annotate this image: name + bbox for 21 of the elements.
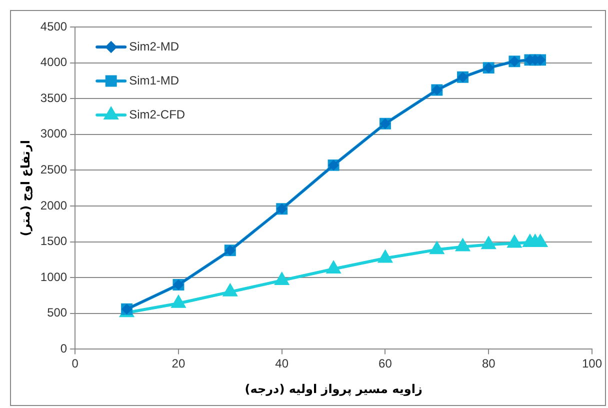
- y-tick-label: 3500: [40, 90, 68, 105]
- y-tick-label: 4500: [40, 19, 68, 34]
- x-tick-label: 0: [72, 356, 79, 371]
- legend-label: Sim1-MD: [129, 73, 180, 88]
- x-tick-label: 80: [482, 356, 496, 371]
- y-tick-label: 0: [60, 342, 68, 356]
- x-tick-label: 60: [378, 356, 392, 371]
- legend-label: Sim2-CFD: [129, 107, 186, 122]
- y-tick-label: 4000: [40, 55, 68, 70]
- legend-label: Sim2-MD: [129, 39, 180, 54]
- y-tick-label: 1000: [40, 270, 68, 284]
- y-axis-title: ارتفاع اوج (متر): [18, 140, 32, 236]
- y-tick-label: 1500: [40, 234, 68, 248]
- x-tick-label: 40: [275, 356, 289, 371]
- y-tick-label: 2000: [40, 198, 68, 212]
- y-tick-label: 500: [47, 306, 68, 320]
- x-tick-label: 100: [582, 356, 602, 371]
- x-tick-label: 20: [172, 356, 186, 371]
- y-tick-label: 3000: [40, 126, 68, 141]
- x-axis-title: زاویه مسیر پرواز اولیه (درجه): [244, 382, 422, 396]
- y-tick-label: 2500: [40, 162, 68, 177]
